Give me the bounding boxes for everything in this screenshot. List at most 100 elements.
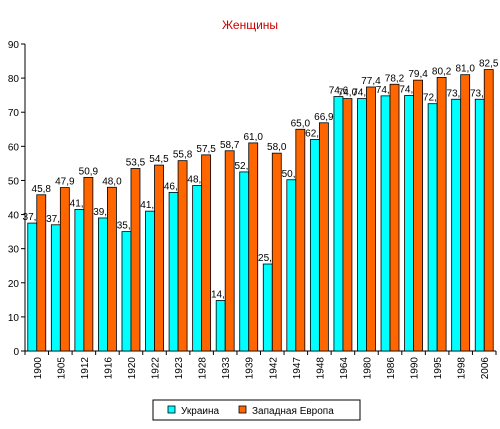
data-label-1-1948: 66,9 [314, 112, 334, 123]
bar-1-1990 [413, 79, 423, 352]
bar-1-1916 [107, 186, 117, 352]
data-label-1-1995: 80,2 [432, 66, 452, 77]
data-label-0-1947: 50,2 [282, 169, 302, 180]
bar-0-1905 [50, 224, 61, 352]
bar-1-1920 [130, 168, 141, 352]
data-label-0-1990: 74,9 [399, 85, 419, 96]
legend-swatch-western-europe [238, 405, 247, 414]
data-label-0-1964: 74,6 [329, 86, 349, 97]
data-label-0-1995: 72,5 [423, 93, 443, 104]
bar-1-1900 [36, 194, 47, 352]
y-tick-label: 30 [8, 245, 20, 256]
data-label-1-1920: 53,5 [126, 158, 146, 169]
data-label-0-1923: 46,5 [164, 181, 184, 192]
data-label-0-1998: 73,8 [446, 88, 466, 99]
data-label-0-1912: 41,5 [70, 198, 90, 209]
x-tick-label: 1980 [362, 357, 373, 380]
legend: Украина Западная Европа [152, 399, 361, 421]
data-label-0-1920: 35,0 [117, 221, 137, 232]
data-label-1-1922: 54,5 [149, 154, 169, 165]
data-label-0-1933: 14,8 [211, 290, 231, 301]
x-tick-label: 1998 [457, 357, 468, 380]
x-tick-label: 1986 [386, 357, 397, 380]
data-label-0-1922: 41,0 [140, 200, 160, 211]
x-tick-label: 1923 [174, 357, 185, 380]
y-tick-label: 60 [8, 142, 20, 153]
bar-0-1912 [74, 209, 85, 352]
bar-1-1998 [460, 74, 471, 352]
bar-0-1980 [357, 98, 367, 352]
bar-1-1933 [224, 150, 235, 352]
bar-1-1905 [59, 187, 70, 352]
data-label-0-1928: 48,5 [187, 175, 207, 186]
bar-0-1920 [121, 231, 132, 352]
bar-1-1942 [271, 152, 282, 352]
bar-0-1916 [98, 217, 108, 352]
bar-0-1964 [333, 96, 344, 352]
bar-1-1922 [154, 164, 164, 352]
data-label-0-1916: 39,0 [93, 207, 113, 218]
data-label-1-1939: 61,0 [243, 132, 263, 143]
bar-1-1986 [389, 83, 400, 352]
x-tick-label: 2006 [480, 357, 491, 380]
y-tick-label: 0 [13, 347, 19, 358]
x-tick-label: 1995 [433, 357, 444, 380]
data-label-1-1947: 65,0 [291, 118, 311, 129]
x-tick-label: 1900 [33, 357, 44, 380]
chart-title: Женщины [222, 18, 278, 32]
data-label-0-1905: 37,0 [46, 214, 66, 225]
x-tick-label: 1905 [56, 357, 67, 380]
bar-0-1939 [239, 171, 250, 352]
bar-0-2006 [474, 98, 485, 352]
data-label-0-1948: 62,0 [305, 129, 325, 140]
data-label-1-1912: 50,9 [79, 166, 99, 177]
bar-1-1948 [318, 122, 329, 352]
bar-0-1995 [427, 103, 438, 352]
x-tick-label: 1939 [245, 357, 256, 380]
data-label-0-1900: 37,5 [23, 212, 43, 223]
data-label-0-1939: 52,5 [234, 161, 254, 172]
data-label-1-1900: 45,8 [32, 184, 52, 195]
data-label-1-1986: 78,2 [385, 73, 405, 84]
x-tick-label: 1920 [127, 357, 138, 380]
x-tick-label: 1942 [268, 357, 279, 380]
bar-1-1939 [248, 142, 259, 352]
data-label-1-1905: 47,9 [55, 177, 75, 188]
y-tick-label: 70 [8, 108, 20, 119]
bar-1-1928 [201, 154, 212, 352]
bar-0-1923 [168, 191, 179, 352]
bar-1-1947 [295, 128, 306, 352]
x-tick-label: 1916 [103, 357, 114, 380]
x-tick-label: 1933 [221, 357, 232, 380]
bar-0-1922 [145, 210, 155, 352]
bar-0-1998 [451, 98, 462, 352]
bar-0-1948 [309, 139, 320, 352]
bar-0-1986 [380, 95, 391, 352]
plot-area: 0 10 20 30 40 50 60 70 80 90 37,5 45,8 1900 37,0 47,9 1… [8, 40, 499, 379]
bar-0-1947 [286, 179, 297, 352]
legend-swatch-ukraine [167, 405, 176, 414]
bar-1-1995 [436, 77, 447, 352]
bar-0-1933 [215, 300, 226, 352]
bar-0-1942 [262, 263, 273, 352]
y-tick-label: 40 [8, 211, 20, 222]
y-tick-label: 10 [8, 313, 20, 324]
x-tick-label: 1928 [198, 357, 209, 380]
data-label-1-2006: 82,5 [479, 59, 499, 70]
data-label-1-1942: 58,0 [267, 142, 287, 153]
data-label-1-1980: 77,4 [361, 76, 381, 87]
data-label-0-2006: 73,8 [470, 88, 490, 99]
bar-1-1923 [177, 160, 188, 352]
bar-0-1990 [404, 95, 414, 352]
x-tick-label: 1964 [339, 357, 350, 380]
legend-label-ukraine: Украина [181, 406, 220, 417]
data-label-0-1986: 74,8 [376, 85, 396, 96]
bar-1-2006 [483, 69, 494, 352]
y-tick-label: 80 [8, 74, 20, 85]
x-tick-label: 1912 [80, 357, 91, 380]
data-label-1-1998: 81,0 [455, 64, 475, 75]
x-tick-label: 1948 [315, 357, 326, 380]
x-tick-label: 1947 [292, 357, 303, 380]
bar-1-1912 [83, 176, 94, 352]
